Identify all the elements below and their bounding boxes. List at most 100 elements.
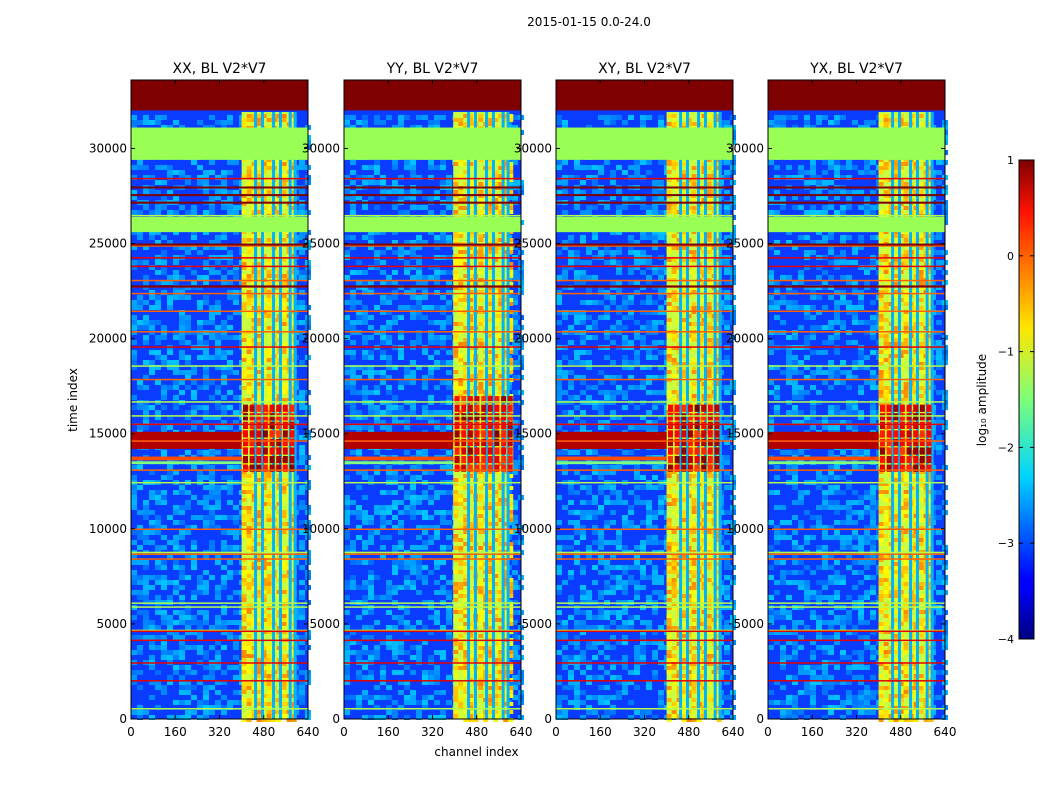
- noise-cell: [404, 415, 410, 420]
- band-cell: [246, 298, 252, 302]
- noise-cell: [179, 685, 185, 690]
- band-cell: [468, 282, 474, 286]
- noise-cell: [446, 590, 452, 595]
- burst-cell: [276, 447, 282, 455]
- band-cell: [493, 346, 499, 350]
- noise-cell: [203, 260, 209, 265]
- band-cell: [498, 354, 504, 358]
- noise-cell: [173, 630, 179, 635]
- band-cell: [468, 318, 474, 322]
- noise-cell: [179, 310, 185, 315]
- noise-cell: [398, 195, 404, 200]
- band-cell: [478, 246, 484, 250]
- band-cell: [453, 238, 459, 242]
- noise-cell: [221, 125, 227, 130]
- band-cell: [256, 566, 262, 570]
- noise-cell: [203, 515, 209, 520]
- noise-cell: [137, 610, 143, 615]
- band-cell: [261, 254, 267, 258]
- noise-cell: [416, 295, 422, 300]
- noise-cell: [392, 365, 398, 370]
- band-cell: [463, 302, 469, 306]
- noise-cell: [440, 490, 446, 495]
- band-cell: [488, 298, 494, 302]
- band-cell: [246, 182, 252, 186]
- noise-cell: [191, 280, 197, 285]
- noise-cell: [350, 545, 356, 550]
- burst-cell: [269, 447, 275, 455]
- noise-cell: [167, 415, 173, 420]
- band-cell: [281, 702, 287, 706]
- noise-cell: [149, 230, 155, 235]
- noise-cell: [299, 235, 305, 240]
- noise-cell: [185, 610, 191, 615]
- burst-cell: [249, 421, 255, 429]
- noise-cell: [512, 435, 518, 440]
- band-cell: [503, 190, 509, 194]
- noise-cell: [215, 260, 221, 265]
- band-cell: [261, 590, 267, 594]
- noise-cell: [227, 260, 233, 265]
- noise-cell: [362, 560, 368, 565]
- band-cell: [281, 114, 287, 118]
- noise-cell: [392, 125, 398, 130]
- band-cell: [508, 266, 514, 270]
- band-cell: [281, 294, 287, 298]
- noise-cell: [167, 580, 173, 585]
- noise-cell: [434, 265, 440, 270]
- x-tick-label: 0: [127, 725, 135, 739]
- noise-cell: [416, 270, 422, 275]
- band-cell: [241, 498, 247, 502]
- noise-cell: [368, 240, 374, 245]
- noise-cell: [209, 465, 215, 470]
- noise-cell: [386, 685, 392, 690]
- band-cell: [246, 506, 252, 510]
- band-cell: [256, 334, 262, 338]
- noise-cell: [398, 525, 404, 530]
- noise-cell: [416, 450, 422, 455]
- noise-cell: [155, 205, 161, 210]
- noise-cell: [362, 120, 368, 125]
- noise-cell: [386, 465, 392, 470]
- band-cell: [261, 606, 267, 610]
- noise-cell: [233, 230, 239, 235]
- noise-cell: [404, 625, 410, 630]
- noise-cell: [143, 500, 149, 505]
- band-cell: [453, 202, 459, 206]
- band-cell: [241, 534, 247, 538]
- noise-cell: [149, 520, 155, 525]
- noise-cell: [398, 350, 404, 355]
- noise-cell: [398, 355, 404, 360]
- band-cell: [453, 286, 459, 290]
- noise-cell: [167, 365, 173, 370]
- band-cell: [453, 338, 459, 342]
- band-cell: [493, 246, 499, 250]
- band-cell: [468, 298, 474, 302]
- band-cell: [458, 286, 464, 290]
- noise-cell: [137, 305, 143, 310]
- noise-cell: [362, 475, 368, 480]
- noise-cell: [299, 595, 305, 600]
- noise-cell: [398, 705, 404, 710]
- band-cell: [503, 318, 509, 322]
- band-cell: [488, 246, 494, 250]
- band-cell: [498, 294, 504, 298]
- noise-cell: [215, 235, 221, 240]
- noise-cell: [350, 640, 356, 645]
- band-cell: [241, 522, 247, 526]
- noise-cell: [356, 425, 362, 430]
- noise-cell: [149, 620, 155, 625]
- noise-cell: [149, 575, 155, 580]
- band-cell: [266, 450, 272, 454]
- band-cell: [256, 642, 262, 646]
- noise-cell: [356, 650, 362, 655]
- noise-cell: [398, 565, 404, 570]
- burst-row: [131, 456, 242, 461]
- noise-cell: [233, 450, 239, 455]
- noise-cell: [161, 580, 167, 585]
- band-cell: [286, 718, 292, 722]
- noise-cell: [209, 115, 215, 120]
- noise-cell: [155, 190, 161, 195]
- noise-cell: [416, 190, 422, 195]
- noise-cell: [512, 675, 518, 680]
